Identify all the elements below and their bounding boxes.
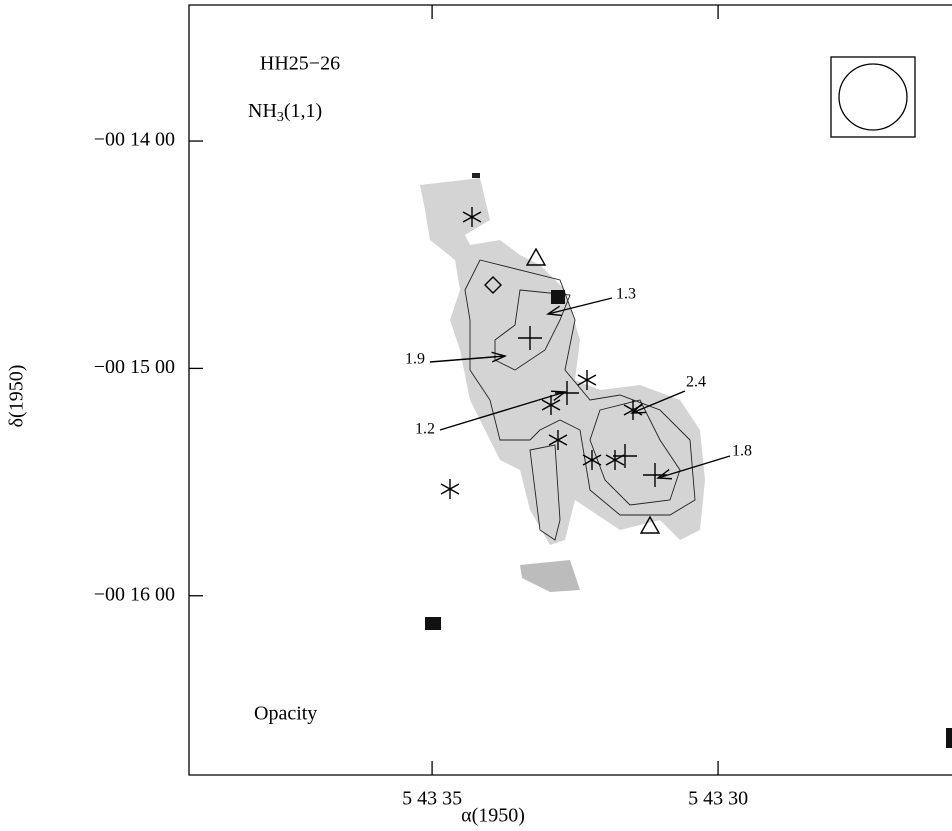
annotation-label: 1.3	[616, 286, 636, 303]
annotation-arrowhead	[491, 351, 508, 363]
line-label-suffix: (1,1)	[284, 100, 322, 122]
annotation-arrow	[657, 455, 731, 479]
line-label: NH3(1,1)	[248, 100, 322, 126]
y-tick-label: −00 16 00	[94, 583, 175, 605]
beam	[830, 56, 916, 138]
y-axis-label: δ(1950)	[6, 365, 28, 428]
annotation-label: 1.9	[405, 351, 425, 368]
annotation-label: 2.4	[686, 374, 706, 391]
quantity-label: Opacity	[254, 703, 317, 725]
x-tick-label: 5 43 35	[402, 788, 462, 810]
annotation-label: 1.8	[732, 443, 752, 460]
annotation-arrow	[439, 391, 566, 431]
y-tick-label: −00 15 00	[94, 356, 175, 378]
line-label-subscript: 3	[277, 110, 284, 125]
annotation-label: 1.2	[415, 421, 435, 438]
title: HH25−26	[260, 53, 340, 75]
annotation-arrowhead	[546, 305, 562, 317]
line-label-text: NH	[248, 100, 277, 122]
annotation-arrowhead	[550, 390, 567, 401]
axes-frame	[188, 4, 952, 776]
map-image	[420, 173, 952, 748]
annotation-arrowhead	[630, 403, 647, 414]
x-tick-label: 5 43 30	[688, 788, 748, 810]
annotation-arrow	[429, 355, 506, 363]
annotation-arrowhead	[656, 469, 673, 480]
x-axis-label: α(1950)	[461, 805, 525, 827]
annotation-arrow	[631, 390, 686, 414]
source-markers	[440, 207, 667, 534]
annotation-arrow	[547, 297, 613, 315]
y-tick-label: −00 14 00	[94, 129, 175, 151]
